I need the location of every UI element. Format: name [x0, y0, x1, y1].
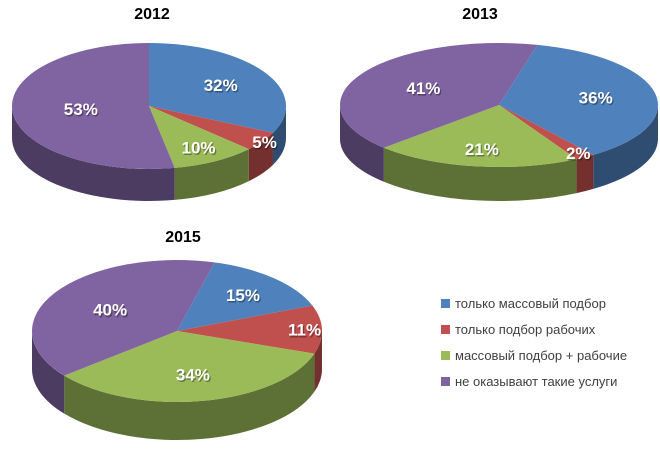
- pie-2013-slice-0: [499, 44, 658, 155]
- pie-2013-slice-3: [340, 43, 538, 148]
- pie-2015-wall-2: [64, 353, 315, 440]
- legend-swatch-green-icon: [441, 350, 450, 360]
- pie-2012-label-1: 5%: [252, 133, 277, 152]
- pie-2012-label-2: 10%: [181, 138, 215, 157]
- pie-2015-label-shadow-3: 40%: [94, 302, 128, 321]
- pie-2012-slice-3: [12, 43, 175, 169]
- pie-2013-label-0: 36%: [579, 89, 613, 108]
- pie-2015-label-2: 34%: [176, 365, 210, 384]
- pie-2013-label-shadow-2: 21%: [466, 142, 500, 161]
- pie-2015-label-3: 40%: [93, 301, 127, 320]
- pie-2013-wall-1: [576, 154, 594, 194]
- pie-2012-slice-1: [149, 106, 273, 150]
- pie-2015-label-shadow-2: 34%: [177, 367, 211, 386]
- pie-2013-label-shadow-0: 36%: [580, 90, 614, 109]
- pie-2013-wall-2: [383, 147, 577, 201]
- legend-swatch-blue-icon: [441, 298, 450, 308]
- pie-2013-slice-2: [383, 105, 577, 168]
- legend-label: массовый подбор + рабочие: [455, 347, 628, 363]
- pie-2012-label-3: 53%: [64, 100, 98, 119]
- pie-2012-wall-3: [12, 106, 175, 201]
- legend-item: только подбор рабочих: [441, 316, 627, 342]
- pie-2013-label-shadow-3: 41%: [408, 80, 442, 99]
- pie-2012-wall-1: [248, 132, 273, 182]
- chart-title-2015: 2015: [165, 229, 201, 246]
- pie-2015-slice-1: [177, 305, 323, 354]
- pie-2012-slice-2: [149, 106, 249, 168]
- legend: только массовый подбор только подбор раб…: [441, 290, 627, 394]
- pie-2012-label-shadow-2: 10%: [183, 140, 217, 159]
- pie-2012-label-shadow-1: 5%: [253, 135, 278, 154]
- pie-2015-slice-0: [177, 262, 313, 331]
- pie-2012-wall-2: [174, 149, 249, 200]
- pie-2013-label-3: 41%: [406, 79, 440, 98]
- legend-label: не оказывают такие услуги: [455, 373, 618, 389]
- pie-2015-label-0: 15%: [226, 286, 260, 305]
- legend-item: не оказывают такие услуги: [441, 368, 627, 394]
- pie-2012-label-0: 32%: [204, 76, 238, 95]
- pie-2015-slice-3: [32, 260, 215, 376]
- pie-2015-label-shadow-1: 11%: [289, 322, 322, 341]
- legend-label: только подбор рабочих: [455, 321, 596, 337]
- legend-swatch-purple-icon: [441, 376, 450, 386]
- pie-2012-label-shadow-0: 32%: [205, 78, 239, 97]
- pie-2015-slice-2: [64, 331, 315, 403]
- pie-2013-wall-0: [593, 105, 658, 189]
- pie-2012-label-shadow-3: 53%: [65, 102, 99, 121]
- legend-item: массовый подбор + рабочие: [441, 342, 627, 368]
- chart-title-2013: 2013: [462, 6, 498, 23]
- legend-swatch-red-icon: [441, 324, 450, 334]
- chart-title-2012: 2012: [134, 6, 170, 23]
- pie-2015-label-1: 11%: [288, 321, 321, 340]
- pie-2012-wall-0: [272, 106, 286, 165]
- pie-2013-label-shadow-1: 2%: [567, 146, 592, 165]
- pie-2015-wall-1: [314, 331, 322, 392]
- pie-2013-wall-3: [340, 105, 384, 182]
- pie-2012-slice-0: [149, 43, 286, 133]
- pie-2013-label-1: 2%: [566, 144, 591, 163]
- pie-2013-label-2: 21%: [465, 140, 499, 159]
- legend-label: только массовый подбор: [455, 295, 606, 311]
- legend-item: только массовый подбор: [441, 290, 627, 316]
- pie-2015-wall-3: [32, 331, 65, 414]
- pie-2013-slice-1: [499, 105, 594, 160]
- pie-2015-label-shadow-0: 15%: [227, 288, 261, 307]
